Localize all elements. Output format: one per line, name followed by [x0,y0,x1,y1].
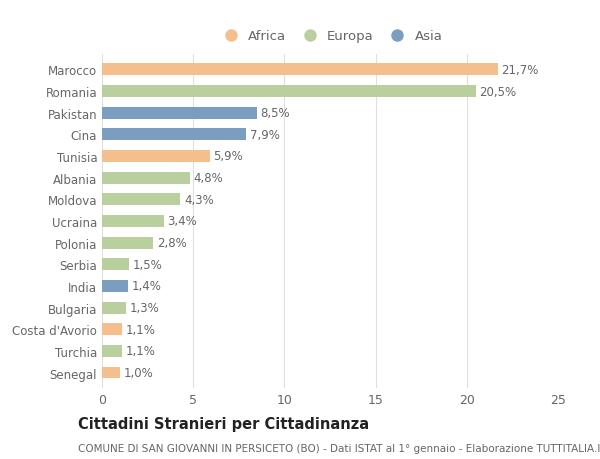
Legend: Africa, Europa, Asia: Africa, Europa, Asia [212,25,448,49]
Bar [102,280,128,292]
Text: 1,5%: 1,5% [133,258,163,271]
Bar [102,324,122,336]
Bar [102,367,120,379]
Bar [102,302,126,314]
Text: COMUNE DI SAN GIOVANNI IN PERSICETO (BO) - Dati ISTAT al 1° gennaio - Elaborazio: COMUNE DI SAN GIOVANNI IN PERSICETO (BO)… [78,443,600,453]
Bar [102,172,190,184]
Text: Cittadini Stranieri per Cittadinanza: Cittadini Stranieri per Cittadinanza [78,416,369,431]
Text: 20,5%: 20,5% [479,85,517,98]
Text: 1,3%: 1,3% [130,302,159,314]
Bar [102,151,209,162]
Text: 2,8%: 2,8% [157,236,187,250]
Text: 1,0%: 1,0% [124,366,154,379]
Text: 4,8%: 4,8% [193,172,223,185]
Text: 1,4%: 1,4% [131,280,161,293]
Bar [102,259,130,271]
Text: 4,3%: 4,3% [184,193,214,207]
Bar [102,216,164,227]
Bar [102,237,153,249]
Text: 1,1%: 1,1% [126,345,155,358]
Text: 1,1%: 1,1% [126,323,155,336]
Text: 7,9%: 7,9% [250,129,280,141]
Bar [102,345,122,357]
Bar [102,194,181,206]
Bar [102,129,246,141]
Text: 3,4%: 3,4% [167,215,197,228]
Bar [102,107,257,119]
Bar [102,86,476,98]
Text: 21,7%: 21,7% [502,64,539,77]
Bar [102,64,498,76]
Text: 8,5%: 8,5% [260,107,290,120]
Text: 5,9%: 5,9% [213,150,243,163]
